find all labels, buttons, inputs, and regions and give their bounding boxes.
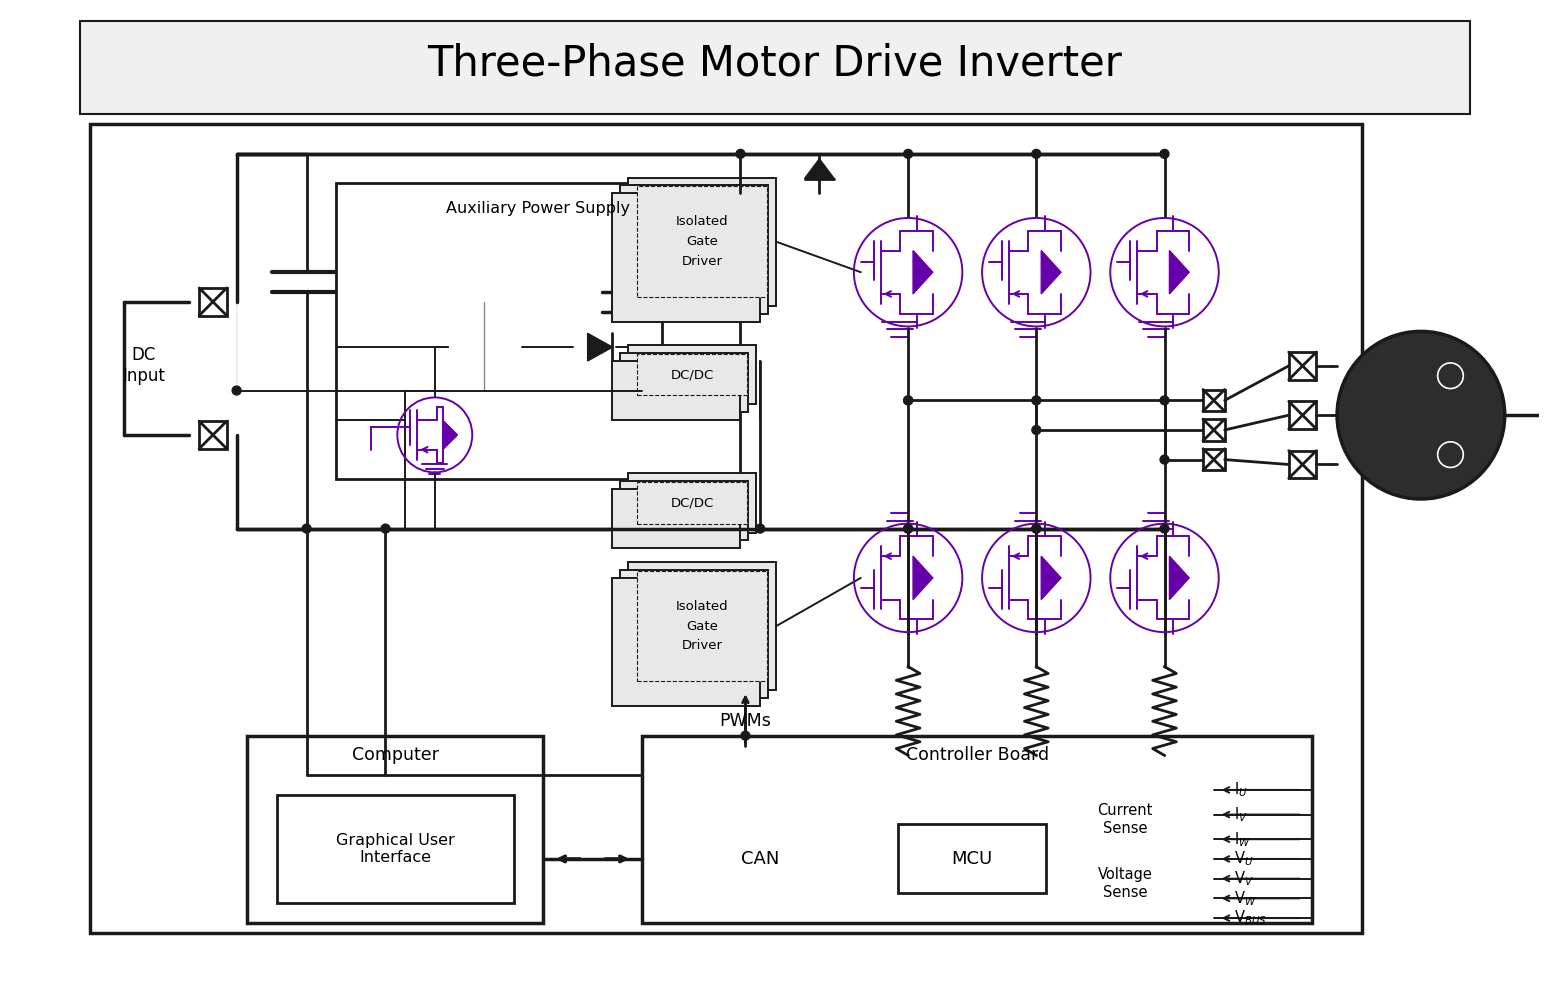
Text: DC/DC: DC/DC (671, 369, 715, 382)
Bar (612, 577, 760, 706)
Bar (336, 184, 741, 480)
Polygon shape (1169, 251, 1189, 294)
Circle shape (1159, 150, 1169, 158)
Text: V$_U$: V$_U$ (1234, 849, 1252, 868)
Text: I$_V$: I$_V$ (1234, 805, 1248, 824)
Bar (620, 353, 749, 413)
Bar (637, 187, 767, 297)
Bar (248, 735, 542, 923)
Circle shape (904, 524, 913, 533)
Circle shape (1032, 396, 1040, 405)
Bar (637, 571, 767, 681)
Bar (628, 474, 756, 532)
Bar (899, 824, 1046, 893)
Polygon shape (1042, 251, 1060, 294)
Bar (1203, 449, 1224, 471)
Bar (1288, 451, 1316, 479)
Text: Computer: Computer (352, 746, 439, 764)
Circle shape (1159, 396, 1169, 405)
Bar (628, 178, 777, 306)
Circle shape (756, 524, 764, 533)
Text: V$_{BUS}$: V$_{BUS}$ (1234, 909, 1266, 927)
Text: DC/DC: DC/DC (671, 497, 715, 509)
Circle shape (904, 396, 913, 405)
Bar (1288, 402, 1316, 429)
Text: CAN: CAN (741, 850, 780, 868)
Text: I$_U$: I$_U$ (1234, 780, 1248, 799)
Text: PWMs: PWMs (719, 712, 772, 730)
Circle shape (1032, 524, 1040, 533)
Polygon shape (804, 159, 834, 179)
Text: Isolated: Isolated (676, 600, 728, 613)
Circle shape (1338, 332, 1505, 500)
Circle shape (1159, 456, 1169, 464)
Polygon shape (913, 251, 933, 294)
Circle shape (904, 396, 913, 405)
Circle shape (904, 524, 913, 533)
Bar (277, 795, 513, 903)
Bar (1203, 390, 1224, 412)
Text: Driver: Driver (682, 255, 722, 268)
Text: Gate: Gate (687, 619, 718, 632)
Bar (198, 422, 226, 449)
Text: V$_W$: V$_W$ (1234, 889, 1256, 908)
Text: Voltage
Sense: Voltage Sense (1097, 867, 1153, 900)
Bar (1203, 420, 1224, 441)
Bar (612, 194, 760, 322)
Text: Controller Board: Controller Board (905, 746, 1049, 764)
Circle shape (232, 386, 242, 395)
Text: Driver: Driver (682, 639, 722, 652)
Bar (620, 482, 749, 540)
Circle shape (736, 150, 746, 158)
Text: DC
Input: DC Input (122, 347, 166, 386)
Bar (628, 562, 777, 690)
Bar (612, 490, 741, 548)
Circle shape (381, 524, 391, 533)
Bar (1288, 352, 1316, 380)
Text: Gate: Gate (687, 235, 718, 248)
Circle shape (1032, 426, 1040, 435)
Circle shape (904, 150, 913, 158)
Circle shape (302, 524, 312, 533)
Bar (620, 186, 769, 314)
Polygon shape (587, 334, 612, 361)
Bar (79, 21, 1471, 115)
Text: Auxiliary Power Supply: Auxiliary Power Supply (446, 201, 631, 216)
Polygon shape (1042, 556, 1060, 599)
Polygon shape (1169, 556, 1189, 599)
Text: MCU: MCU (952, 850, 994, 868)
Bar (637, 354, 747, 396)
Bar (612, 361, 741, 421)
Text: Graphical User
Interface: Graphical User Interface (336, 833, 454, 865)
Circle shape (741, 731, 750, 740)
Bar (628, 346, 756, 405)
Bar (642, 735, 1313, 923)
Polygon shape (443, 421, 457, 450)
Circle shape (1159, 524, 1169, 533)
Bar (620, 570, 769, 698)
Circle shape (1032, 150, 1040, 158)
Text: Three-Phase Motor Drive Inverter: Three-Phase Motor Drive Inverter (428, 42, 1122, 84)
Bar (637, 483, 747, 523)
Bar (198, 288, 226, 316)
Circle shape (1032, 524, 1040, 533)
Bar (90, 124, 1362, 933)
Text: I$_W$: I$_W$ (1234, 830, 1251, 848)
Polygon shape (913, 556, 933, 599)
Text: Isolated: Isolated (676, 216, 728, 229)
Text: V$_V$: V$_V$ (1234, 869, 1254, 888)
Text: Current
Sense: Current Sense (1097, 803, 1153, 836)
